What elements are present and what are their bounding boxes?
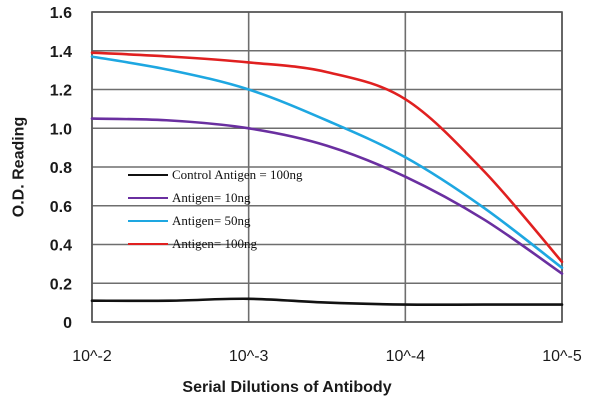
y-tick-label: 1.0 bbox=[50, 121, 72, 138]
y-tick-label: 0.2 bbox=[50, 276, 72, 293]
y-tick-label: 1.4 bbox=[50, 44, 72, 61]
legend-label: Antigen= 10ng bbox=[172, 190, 251, 205]
y-tick-label: 0.4 bbox=[50, 238, 72, 255]
legend-label: Control Antigen = 100ng bbox=[172, 167, 303, 182]
y-tick-label: 0 bbox=[63, 315, 72, 332]
y-tick-label: 1.2 bbox=[50, 83, 72, 100]
series-line-2 bbox=[90, 117, 564, 275]
x-tick-label: 10^-4 bbox=[386, 348, 426, 365]
legend-label: Antigen= 50ng bbox=[172, 213, 251, 228]
legend: Control Antigen = 100ng Antigen= 10ng Anti… bbox=[128, 167, 303, 251]
series-group bbox=[90, 51, 564, 307]
y-axis-title: O.D. Reading bbox=[11, 117, 28, 217]
plot-frame bbox=[91, 11, 563, 323]
y-tick-label: 0.6 bbox=[50, 199, 72, 216]
legend-label: Antigen= 100ng bbox=[172, 236, 257, 251]
x-tick-label: 10^-5 bbox=[542, 348, 582, 365]
series-line-4 bbox=[90, 51, 564, 264]
series-line-3 bbox=[90, 55, 564, 270]
y-tick-label: 1.6 bbox=[50, 5, 72, 22]
y-axis-ticks: 0 0.2 0.4 0.6 0.8 1.0 1.2 1.4 1.6 bbox=[50, 5, 72, 332]
y-tick-label: 0.8 bbox=[50, 160, 72, 177]
x-axis-ticks: 10^-2 10^-3 10^-4 10^-5 bbox=[72, 348, 582, 365]
x-axis-title: Serial Dilutions of Antibody bbox=[182, 379, 391, 396]
x-tick-label: 10^-3 bbox=[229, 348, 269, 365]
x-tick-label: 10^-2 bbox=[72, 348, 112, 365]
series-line-1 bbox=[90, 297, 564, 307]
